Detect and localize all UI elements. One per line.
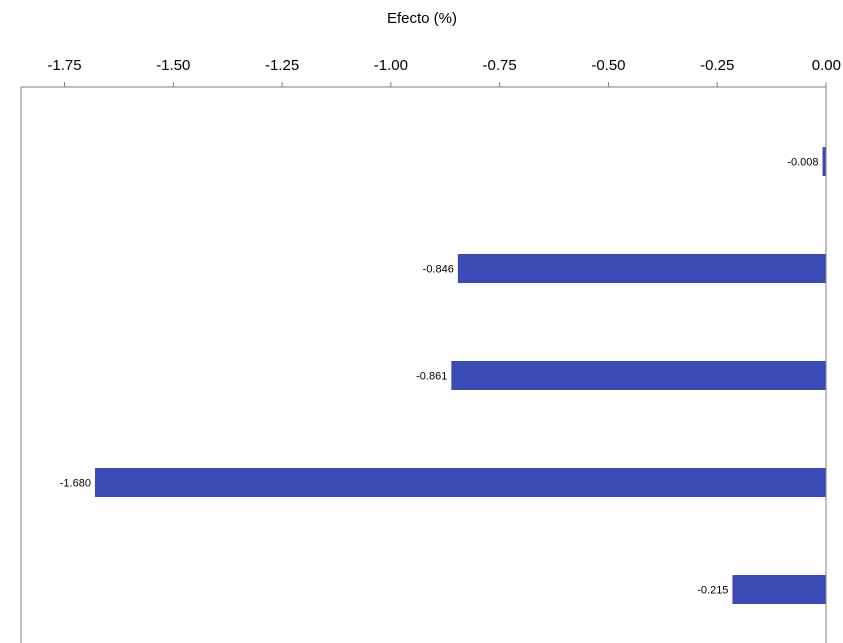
bar (822, 147, 826, 176)
bar (94, 468, 827, 497)
bar (732, 575, 826, 604)
bar (457, 254, 826, 283)
bar-value-label: -0.008 (787, 157, 818, 169)
bar-value-label: -0.861 (416, 371, 447, 383)
x-tick-label: 0.00 (812, 57, 841, 74)
bar-value-label: -1.680 (60, 478, 91, 490)
bar-value-label: -0.215 (697, 585, 728, 597)
x-tick-label: -1.75 (47, 57, 81, 74)
x-tick-label: -0.25 (700, 57, 734, 74)
x-axis-ticks: -1.75 -1.50 -1.25 -1.00 -0.75 -0.50 -0.25 0.00 (47, 57, 841, 87)
x-tick-label: -0.75 (483, 57, 517, 74)
bar (451, 361, 826, 390)
data-labels: -0.008 -0.846 -0.861 -1.680 -0.215 (60, 157, 819, 597)
x-axis-title: Efecto (%) (387, 10, 457, 27)
x-tick-label: -1.25 (265, 57, 299, 74)
x-tick-label: -1.50 (156, 57, 190, 74)
x-tick-label: -1.00 (374, 57, 408, 74)
x-tick-label: -0.50 (591, 57, 625, 74)
bar-value-label: -0.846 (423, 264, 454, 276)
bars (94, 147, 827, 604)
